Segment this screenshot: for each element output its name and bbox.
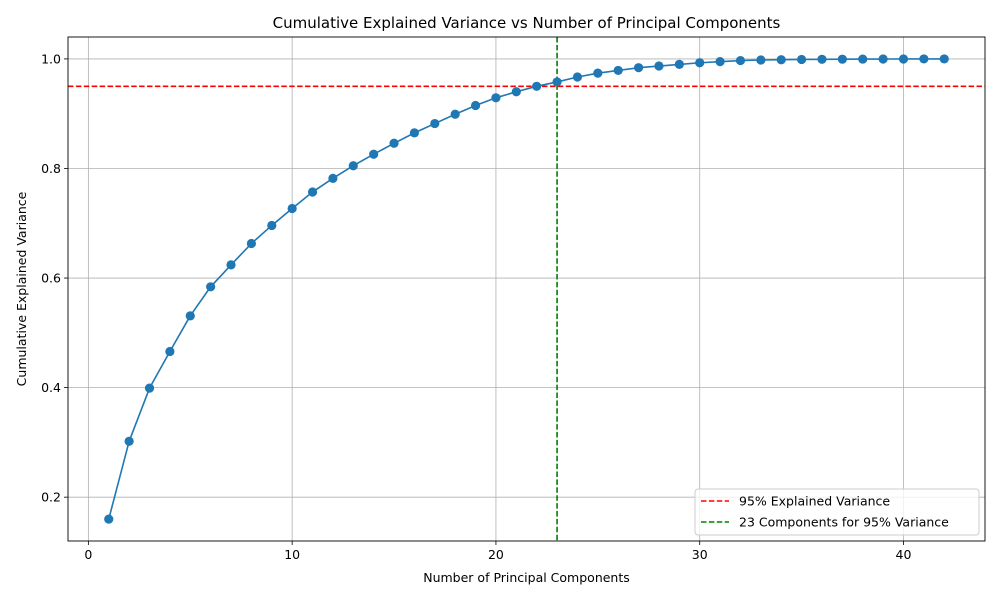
data-point: [369, 149, 379, 159]
data-point: [430, 118, 440, 129]
x-tick-label: 30: [692, 547, 708, 562]
y-tick-label: 0.4: [41, 380, 61, 395]
data-point: [491, 93, 501, 103]
data-point: [104, 514, 114, 524]
x-axis-ticks: 0 10 20 30 40: [84, 541, 911, 562]
x-tick-label: 0: [84, 547, 92, 562]
data-point: [633, 63, 644, 73]
data-point: [124, 436, 134, 446]
y-tick-label: 0.8: [41, 161, 61, 176]
data-point: [389, 138, 399, 148]
data-point: [572, 72, 583, 82]
x-tick-label: 20: [488, 547, 504, 562]
data-point: [776, 55, 786, 65]
data-point: [246, 238, 256, 249]
data-point: [267, 220, 277, 231]
y-tick-label: 0.6: [41, 271, 61, 286]
data-point: [450, 109, 460, 119]
data-point: [287, 203, 297, 214]
data-point: [898, 54, 909, 64]
data-point: [858, 54, 868, 64]
data-point: [797, 54, 807, 65]
reference-lines: [68, 37, 985, 541]
series-group: [104, 54, 949, 524]
data-point: [735, 55, 746, 66]
y-axis-label: Cumulative Explained Variance: [14, 191, 29, 386]
data-point: [939, 54, 949, 64]
chart-title: Cumulative Explained Variance vs Number …: [273, 14, 781, 32]
data-point: [226, 260, 236, 270]
data-point: [695, 58, 705, 68]
grid: [68, 37, 985, 541]
y-tick-label: 1.0: [41, 51, 61, 66]
data-point: [470, 100, 481, 111]
data-point: [532, 81, 542, 91]
data-point: [715, 57, 725, 67]
y-axis-ticks: 0.2 0.4 0.6 0.8 1.0: [41, 51, 68, 505]
data-point: [654, 61, 664, 71]
data-point: [674, 59, 684, 69]
data-point: [307, 187, 318, 197]
data-point: [878, 54, 888, 64]
legend-label-23-components: 23 Components for 95% Variance: [739, 515, 949, 530]
x-tick-label: 10: [284, 547, 300, 562]
data-point: [613, 65, 623, 76]
data-point: [756, 55, 766, 65]
data-point: [919, 54, 929, 64]
data-point: [348, 161, 358, 171]
legend: 95% Explained Variance 23 Components for…: [694, 488, 980, 536]
legend-box: [694, 488, 980, 536]
x-axis-label: Number of Principal Components: [423, 570, 630, 585]
data-point: [165, 346, 175, 357]
data-point: [144, 383, 155, 393]
data-point: [185, 311, 195, 321]
data-point: [328, 173, 338, 183]
data-point: [837, 54, 847, 64]
data-point: [552, 77, 562, 87]
legend-label-95-percent: 95% Explained Variance: [739, 494, 890, 509]
plot-frame: [67, 36, 986, 542]
data-point: [206, 282, 216, 292]
data-point: [511, 87, 521, 97]
data-point: [817, 54, 827, 64]
data-point: [593, 68, 603, 78]
y-tick-label: 0.2: [41, 490, 61, 505]
data-point: [409, 128, 420, 138]
series-line: [107, 58, 945, 520]
x-tick-label: 40: [896, 547, 912, 562]
